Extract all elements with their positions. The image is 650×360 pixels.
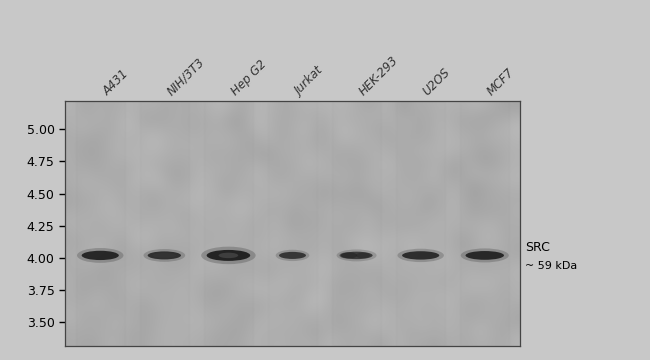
- Ellipse shape: [218, 253, 238, 258]
- Bar: [460, 101, 509, 346]
- Ellipse shape: [276, 250, 309, 261]
- Ellipse shape: [148, 251, 181, 260]
- Bar: [204, 101, 253, 346]
- Bar: [268, 101, 317, 346]
- Ellipse shape: [397, 249, 444, 262]
- Ellipse shape: [77, 248, 124, 263]
- Ellipse shape: [82, 251, 119, 260]
- Ellipse shape: [461, 248, 509, 262]
- Ellipse shape: [202, 247, 255, 264]
- Ellipse shape: [339, 252, 357, 258]
- Ellipse shape: [279, 252, 306, 259]
- Ellipse shape: [356, 253, 370, 258]
- Bar: [332, 101, 381, 346]
- Ellipse shape: [402, 251, 439, 260]
- Bar: [76, 101, 125, 346]
- Ellipse shape: [465, 251, 504, 260]
- Text: ~ 59 kDa: ~ 59 kDa: [525, 261, 577, 271]
- Ellipse shape: [337, 249, 376, 261]
- Bar: [140, 101, 188, 346]
- Ellipse shape: [144, 249, 185, 262]
- Text: SRC: SRC: [525, 241, 550, 254]
- Ellipse shape: [207, 250, 250, 261]
- Bar: [396, 101, 445, 346]
- Ellipse shape: [341, 252, 372, 259]
- Ellipse shape: [153, 253, 176, 258]
